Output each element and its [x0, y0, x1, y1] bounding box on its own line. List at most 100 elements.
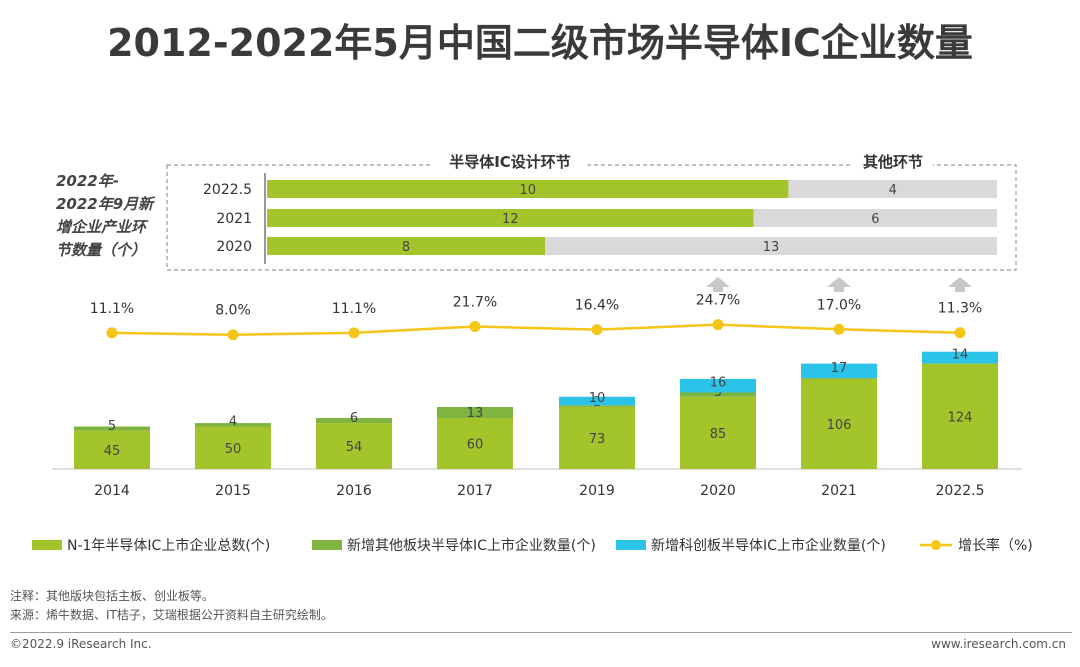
bar-other-board-value: 6 [350, 411, 358, 426]
bar-other-board-value: 5 [108, 419, 116, 434]
bar-star-market-value: 16 [710, 376, 727, 391]
legend-star-market-swatch [616, 540, 646, 550]
x-axis-category-label: 2022.5 [936, 483, 985, 499]
top-chart-category-label: 2022.5 [203, 182, 252, 198]
header-design-label: 半导体IC设计环节 [449, 153, 571, 171]
bar-base-segment [316, 423, 392, 469]
bar-base-segment [680, 396, 756, 469]
top-chart-header-bg [853, 152, 933, 172]
bar-other-board-segment [74, 426, 150, 431]
legend-base-swatch [32, 540, 62, 550]
website-text: www.iresearch.com.cn [931, 637, 1066, 651]
top-bar-other-segment [788, 180, 997, 198]
legend-other-board-swatch [312, 540, 342, 550]
bar-other-board-segment [437, 406, 513, 418]
growth-rate-label: 21.7% [453, 294, 497, 310]
x-axis-category-label: 2017 [457, 483, 493, 499]
growth-rate-label: 17.0% [817, 297, 861, 313]
top-bar-other-value: 6 [871, 212, 879, 227]
bar-base-value: 50 [225, 442, 242, 457]
top-bar-other-value: 13 [763, 240, 780, 255]
bar-star-market-value: 14 [952, 348, 969, 363]
top-bar-other-value: 4 [889, 183, 897, 198]
bar-base-segment [74, 430, 150, 469]
x-axis-category-label: 2020 [700, 483, 736, 499]
top-bar-other-segment [753, 209, 997, 227]
growth-rate-label: 8.0% [215, 303, 251, 319]
top-chart-title-line: 节数量（个） [56, 241, 146, 259]
bar-base-value: 45 [104, 444, 121, 459]
growth-rate-point [348, 327, 360, 339]
top-bar-design-segment [267, 237, 546, 255]
x-axis-category-label: 2015 [215, 483, 251, 499]
note-text: 注释：其他版块包括主板、创业板等。 [10, 589, 215, 603]
x-axis-category-label: 2019 [579, 483, 615, 499]
bar-base-segment [801, 378, 877, 469]
bar-base-value: 60 [467, 438, 484, 453]
top-bar-design-segment [267, 180, 789, 198]
top-chart-title-line: 增企业产业环 [56, 218, 149, 236]
x-axis-category-label: 2021 [821, 483, 857, 499]
bar-other-board-segment [559, 405, 635, 407]
growth-rate-point [591, 324, 603, 336]
main-stacked-bar-chart: 4552014504201554620166013201773210201985… [52, 277, 1022, 499]
bar-other-board-segment [195, 423, 271, 427]
bar-star-market-value: 10 [589, 391, 606, 406]
bar-other-board-value: 13 [467, 406, 484, 421]
top-chart-header-bg [432, 152, 588, 172]
bar-star-market-segment [559, 396, 635, 406]
header-other-label: 其他环节 [863, 153, 923, 171]
top-chart-title-line: 2022年9月新 [56, 195, 156, 213]
top-bar-design-segment [267, 209, 754, 227]
bar-base-segment [195, 426, 271, 469]
top-chart-category-label: 2020 [216, 239, 252, 255]
bar-other-board-segment [316, 418, 392, 424]
bar-base-value: 54 [346, 440, 363, 455]
page-title: 2012-2022年5月中国二级市场半导体IC企业数量 [107, 21, 973, 65]
growth-rate-label: 24.7% [696, 293, 740, 309]
top-chart-category-label: 2021 [216, 211, 252, 227]
top-chart-title-line: 2022年- [56, 172, 119, 190]
bar-other-board-segment [801, 378, 877, 379]
growth-rate-point [712, 319, 724, 331]
bar-star-market-segment [801, 363, 877, 379]
growth-rate-point [833, 323, 845, 335]
legend-other-board-label: 新增其他板块半导体IC上市企业数量(个) [347, 537, 596, 554]
growth-rate-point [469, 320, 481, 332]
top-bar-other-segment [545, 237, 997, 255]
footer-divider [10, 632, 1072, 633]
bar-base-value: 106 [827, 418, 852, 433]
copyright-text: ©2022.9 iResearch Inc. [10, 637, 152, 651]
bar-star-market-segment [680, 378, 756, 393]
bar-base-segment [922, 363, 998, 469]
growth-rate-label: 11.3% [938, 301, 982, 317]
chart-legend: N-1年半导体IC上市企业总数(个) 新增其他板块半导体IC上市企业数量(个) 新增… [32, 537, 1033, 554]
growth-rate-point [954, 327, 966, 339]
x-axis-category-label: 2016 [336, 483, 372, 499]
legend-base-label: N-1年半导体IC上市企业总数(个) [67, 537, 270, 554]
bar-star-market-segment [922, 351, 998, 364]
bar-base-value: 73 [589, 432, 606, 447]
bar-star-market-value: 17 [831, 361, 848, 376]
link-arrow-icon [706, 277, 730, 292]
growth-rate-label: 11.1% [90, 301, 134, 317]
growth-rate-line [111, 323, 961, 336]
bar-base-value: 85 [710, 427, 727, 442]
top-bar-design-value: 8 [402, 240, 410, 255]
legend-growth-rate-swatch-dot [931, 540, 941, 550]
link-arrow-icon [827, 277, 851, 292]
bar-base-segment [559, 406, 635, 469]
bar-base-value: 124 [948, 410, 973, 425]
growth-rate-point [227, 329, 239, 341]
bar-other-board-segment [680, 392, 756, 397]
legend-star-market-label: 新增科创板半导体IC上市企业数量(个) [651, 537, 886, 554]
legend-growth-rate-label: 增长率（%) [958, 537, 1033, 554]
growth-rate-label: 16.4% [575, 298, 619, 314]
bar-base-segment [437, 418, 513, 469]
top-bar-design-value: 12 [502, 212, 519, 227]
top-chart-frame [166, 164, 1017, 271]
growth-rate-point [106, 327, 118, 339]
